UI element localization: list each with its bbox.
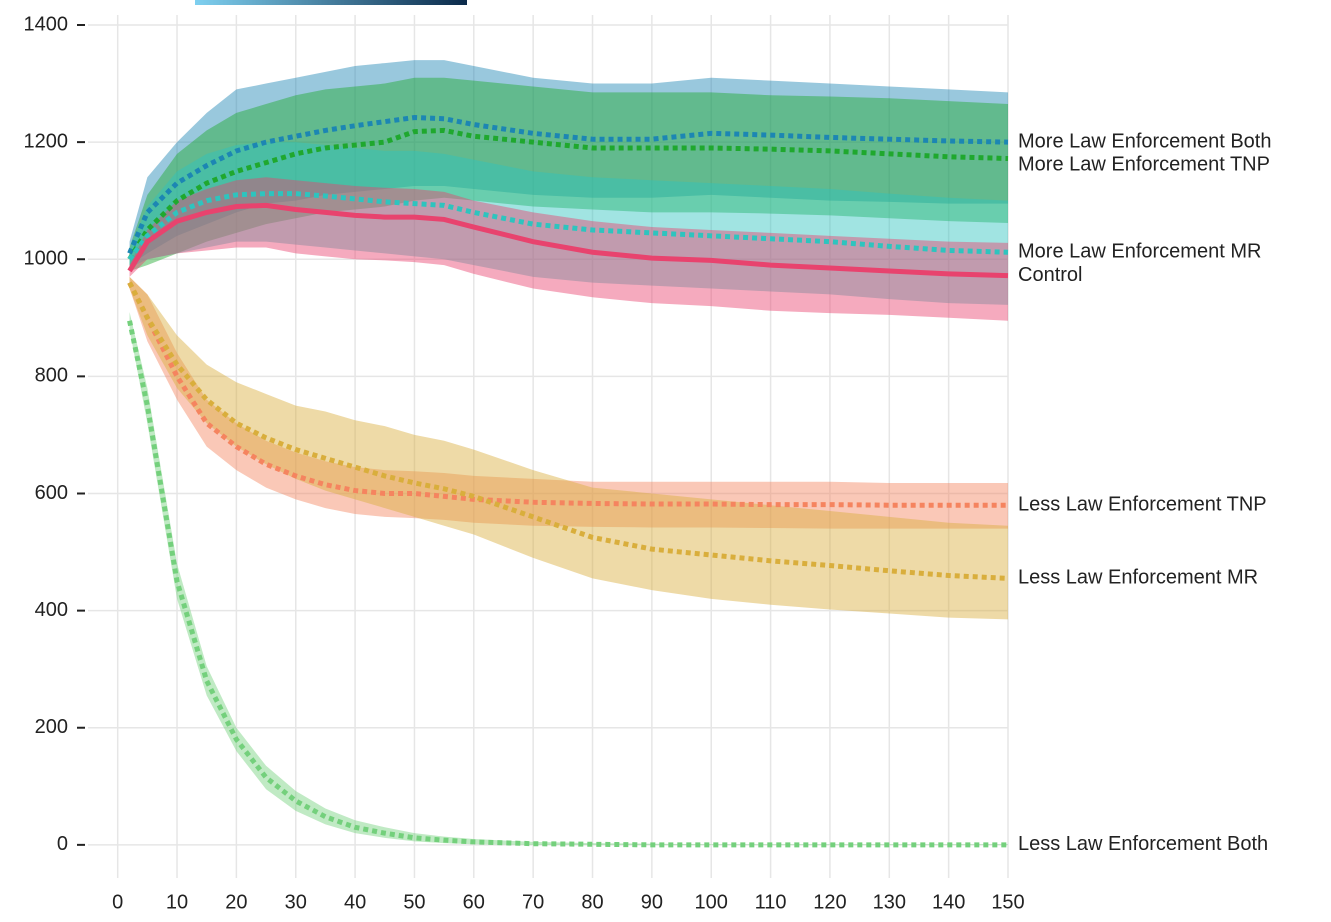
legend-label: Control <box>1018 264 1082 286</box>
y-tick-label: 800 <box>35 365 68 387</box>
y-tick-label: 1400 <box>24 13 69 35</box>
y-tick-label: 1000 <box>24 248 69 270</box>
x-tick-label: 90 <box>641 891 663 913</box>
y-tick-label: 1200 <box>24 130 69 152</box>
legend-label: Less Law Enforcement MR <box>1018 567 1258 589</box>
series-line <box>127 127 1009 261</box>
x-tick-label: 140 <box>932 891 965 913</box>
y-tick-label: 200 <box>35 716 68 738</box>
y-tick-label: 400 <box>35 599 68 621</box>
x-tick-label: 150 <box>991 891 1024 913</box>
x-tick-label: 10 <box>166 891 188 913</box>
series-line <box>127 191 1009 261</box>
legend-label: Less Law Enforcement Both <box>1018 833 1268 855</box>
series-line <box>127 281 1008 508</box>
band <box>129 276 1008 620</box>
legend-label: More Law Enforcement Both <box>1018 130 1271 152</box>
legend-label: Less Law Enforcement TNP <box>1018 493 1267 515</box>
x-tick-label: 40 <box>344 891 366 913</box>
x-tick-label: 120 <box>813 891 846 913</box>
x-tick-label: 130 <box>873 891 906 913</box>
series-line <box>127 115 1009 255</box>
x-tick-label: 50 <box>403 891 425 913</box>
legend-label: More Law Enforcement MR <box>1018 241 1261 263</box>
band <box>129 60 1008 266</box>
x-tick-label: 110 <box>755 891 787 913</box>
series-line <box>127 202 1009 279</box>
x-tick-label: 100 <box>695 891 728 913</box>
y-tick-label: 600 <box>35 482 68 504</box>
series-line <box>127 281 1009 581</box>
colorbar-fragment <box>195 0 467 5</box>
series-line <box>127 320 1008 848</box>
x-tick-label: 80 <box>581 891 603 913</box>
x-tick-label: 60 <box>463 891 485 913</box>
band <box>129 77 1008 271</box>
x-tick-label: 20 <box>225 891 247 913</box>
legend-label: More Law Enforcement TNP <box>1018 153 1270 175</box>
x-tick-label: 70 <box>522 891 544 913</box>
y-tick-label: 0 <box>57 833 68 855</box>
x-tick-label: 0 <box>112 891 123 913</box>
x-tick-label: 30 <box>285 891 307 913</box>
